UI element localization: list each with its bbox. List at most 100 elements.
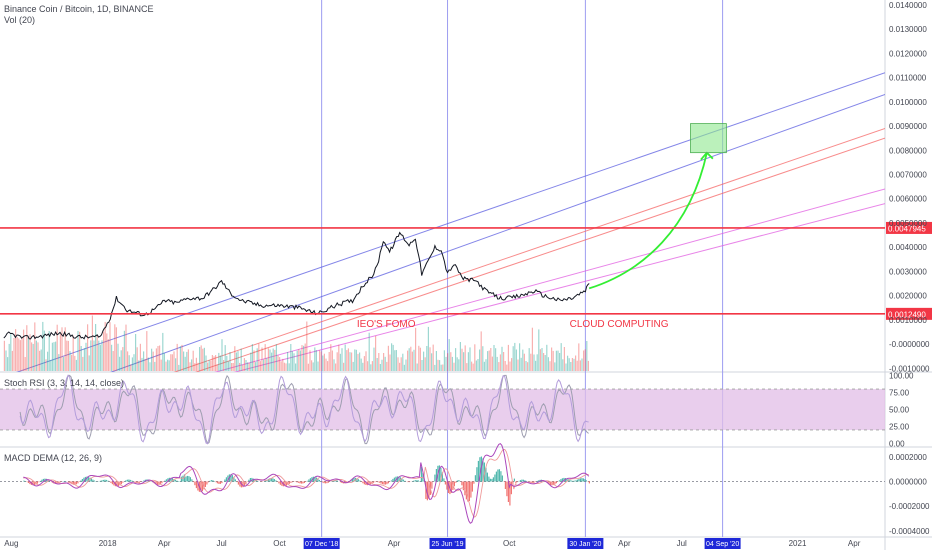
volume-bar — [327, 361, 329, 371]
macd-histogram-bar — [401, 478, 403, 482]
volume-bar — [506, 364, 508, 371]
volume-bar — [85, 342, 87, 371]
volume-bar — [335, 363, 337, 371]
macd-histogram-bar — [125, 480, 127, 482]
macd-histogram-bar — [365, 481, 367, 485]
volume-bar — [63, 357, 65, 371]
time-tick-label: Oct — [503, 539, 516, 548]
macd-histogram-bar — [297, 481, 299, 483]
volume-bar — [463, 352, 465, 371]
volume-bar — [383, 353, 385, 371]
stoch-d-line — [19, 374, 589, 445]
macd-histogram-bar — [38, 481, 40, 483]
volume-bar — [173, 351, 175, 371]
macd-histogram-bar — [59, 481, 61, 483]
volume-bar — [5, 350, 7, 371]
macd-histogram-bar — [438, 465, 440, 482]
stoch-band — [0, 389, 885, 430]
volume-bar — [407, 350, 409, 371]
volume-bar — [80, 346, 82, 371]
macd-histogram-bar — [93, 480, 95, 482]
volume-bar — [186, 351, 188, 371]
volume-bar — [458, 359, 460, 371]
volume-bar — [567, 355, 569, 371]
macd-histogram-bar — [47, 479, 49, 482]
volume-bar — [138, 360, 140, 371]
macd-histogram-bar — [584, 479, 586, 482]
macd-histogram-bar — [161, 481, 163, 484]
volume-bar — [511, 358, 513, 371]
volume-bar — [384, 356, 386, 371]
price-tick-label: 0.0100000 — [889, 98, 927, 107]
volume-bar — [290, 344, 292, 371]
volume-bar — [432, 344, 434, 371]
volume-bar — [194, 363, 196, 371]
volume-bar — [69, 351, 71, 371]
macd-histogram-bar — [128, 479, 130, 482]
macd-histogram-bar — [308, 479, 310, 482]
volume-bar — [163, 353, 165, 371]
channel-line-4 — [214, 188, 885, 372]
volume-bar — [287, 352, 289, 371]
volume-bar — [522, 349, 524, 371]
macd-histogram-bar — [314, 476, 316, 482]
volume-bar — [311, 360, 313, 371]
macd-histogram-bar — [56, 481, 58, 484]
time-tick-label: Apr — [158, 539, 171, 548]
volume-bar — [315, 350, 317, 371]
volume-bar — [235, 352, 237, 371]
macd-histogram-bar — [269, 478, 271, 482]
macd-histogram-bar — [192, 481, 194, 483]
volume-bar — [568, 358, 570, 371]
volume-bar — [405, 359, 407, 371]
price-tick-label: 0.0130000 — [889, 25, 927, 34]
volume-bar — [21, 338, 23, 371]
macd-histogram-bar — [534, 481, 536, 482]
volume-bar — [362, 362, 364, 371]
volume-bar — [375, 335, 377, 371]
macd-histogram-bar — [516, 481, 518, 483]
macd-histogram-bar — [300, 481, 302, 484]
volume-bar — [275, 344, 277, 371]
volume-bar — [162, 332, 164, 371]
macd-histogram-bar — [104, 479, 106, 482]
macd-histogram-bar — [566, 478, 568, 482]
volume-bar — [575, 355, 577, 371]
volume-bar — [498, 362, 500, 371]
volume-bar — [119, 356, 121, 371]
macd-histogram-bar — [525, 480, 527, 482]
macd-histogram-bar — [237, 481, 239, 485]
volume-bar — [319, 350, 321, 371]
macd-histogram-bar — [201, 481, 203, 492]
volume-bar — [573, 358, 575, 371]
macd-histogram-bar — [558, 480, 560, 482]
volume-bar — [242, 364, 244, 371]
volume-bar — [223, 360, 225, 371]
volume-bar — [461, 348, 463, 371]
volume-bar — [509, 361, 511, 371]
volume-bar — [88, 355, 90, 371]
volume-bar — [411, 351, 413, 371]
macd-histogram-bar — [446, 481, 448, 490]
volume-bar — [339, 353, 341, 371]
volume-bar — [507, 344, 509, 371]
volume-bar — [301, 345, 303, 371]
volume-bar — [431, 353, 433, 371]
macd-histogram-bar — [140, 481, 142, 482]
volume-bar — [456, 357, 458, 371]
macd-histogram-bar — [54, 481, 56, 484]
macd-histogram-bar — [440, 467, 442, 482]
price-tick-label: 0.0020000 — [889, 292, 927, 301]
volume-bar — [221, 339, 223, 371]
volume-bar — [280, 361, 282, 371]
macd-histogram-bar — [311, 477, 313, 482]
volume-bar — [587, 360, 589, 371]
volume-bar — [71, 354, 73, 371]
macd-histogram-bar — [501, 475, 503, 482]
volume-bar — [331, 350, 333, 371]
volume-bar — [101, 340, 103, 371]
macd-histogram-bar — [407, 481, 409, 483]
price-tick-label: 0.0040000 — [889, 243, 927, 252]
macd-histogram-bar — [326, 481, 328, 484]
